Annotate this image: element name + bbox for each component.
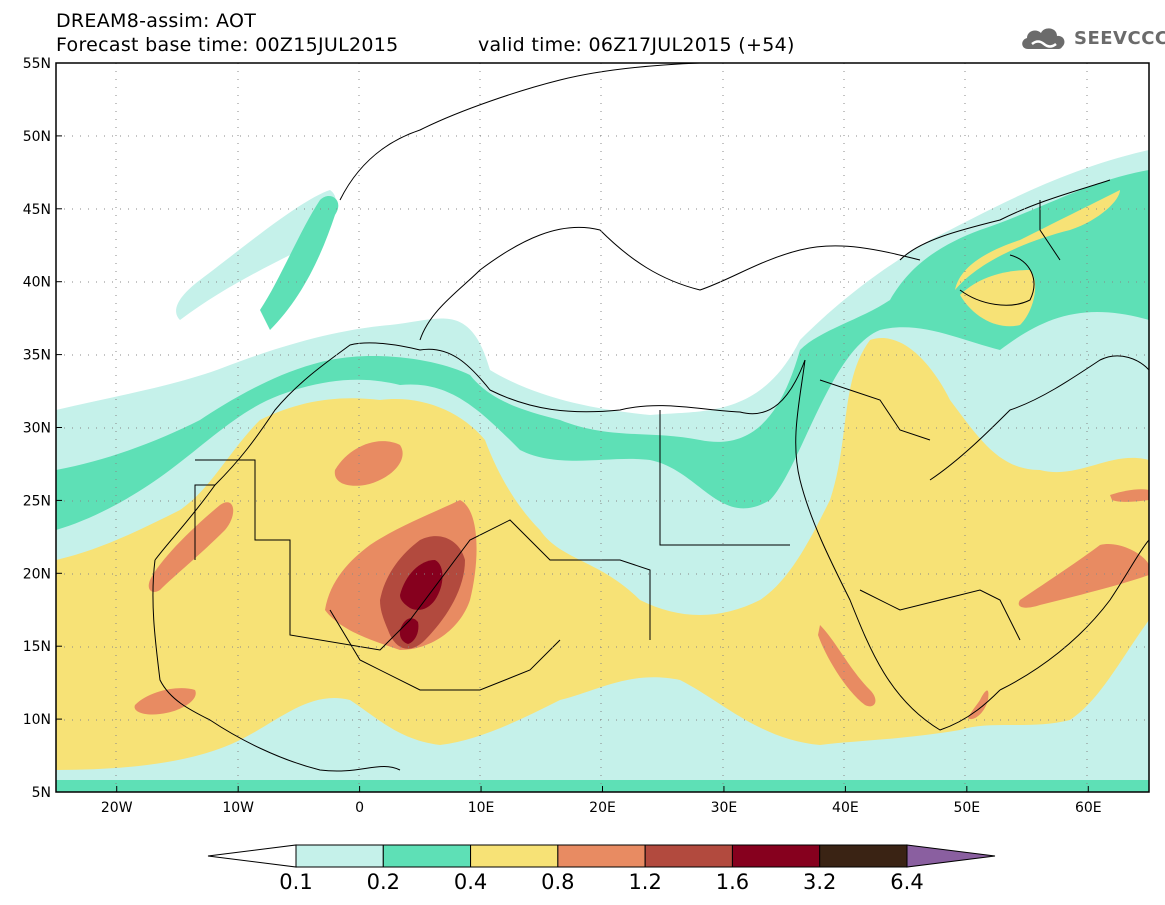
x-tick-label: 10W [222, 800, 254, 816]
x-tick-label: 50E [953, 800, 980, 816]
colorbar-label: 3.2 [803, 870, 836, 894]
colorbar-label: 1.6 [716, 870, 749, 894]
colorbar-label: 1.2 [628, 870, 661, 894]
y-tick-label: 5N [32, 785, 51, 801]
x-tick-label: 30E [711, 800, 738, 816]
aot-contour-0.2 [56, 170, 1149, 780]
colorbar-box [644, 844, 733, 868]
x-tick-label: 20E [589, 800, 616, 816]
cloud-icon [1022, 28, 1065, 49]
y-tick-label: 25N [23, 493, 51, 509]
y-tick-label: 10N [23, 712, 51, 728]
colorbar-label: 0.1 [279, 870, 312, 894]
colorbar-box [295, 844, 384, 868]
colorbar-label: 0.8 [541, 870, 574, 894]
x-tick-label: 0 [355, 800, 364, 816]
y-tick-label: 45N [23, 202, 51, 218]
x-tick-label: 60E [1075, 800, 1102, 816]
aot-field [56, 63, 1149, 792]
colorbar-label: 0.2 [367, 870, 400, 894]
colorbar-label: 0.4 [454, 870, 487, 894]
colorbar-box [731, 844, 821, 868]
logo-text: SEEVCCC [1074, 27, 1165, 49]
y-tick-label: 40N [23, 275, 51, 291]
colorbar-box [819, 844, 908, 868]
forecast-base-time: Forecast base time: 00Z15JUL2015 [56, 34, 399, 56]
x-tick-label: 40E [832, 800, 859, 816]
colorbar-box [382, 844, 472, 868]
y-tick-label: 55N [23, 56, 51, 72]
colorbar-box [557, 844, 646, 868]
chart-title: DREAM8-assim: AOT [56, 10, 257, 32]
valid-time: valid time: 06Z17JUL2015 (+54) [478, 34, 795, 56]
coastlines [152, 63, 1149, 772]
y-tick-label: 35N [23, 348, 51, 364]
colorbar-label: 6.4 [890, 870, 923, 894]
colorbar-over-triangle [906, 844, 996, 868]
aot-contour-1.6 [400, 560, 443, 610]
y-tick-label: 50N [23, 129, 51, 145]
y-tick-label: 20N [23, 566, 51, 582]
y-axis: 55N 50N 45N 40N 35N 30N 25N 20N 15N 10N 5N [23, 56, 62, 801]
seevccc-logo: SEEVCCC [1018, 22, 1165, 54]
aot-contour-0.4 [56, 338, 1149, 770]
colorbar-box [470, 844, 559, 868]
colorbar: 0.1 0.2 0.4 0.8 1.2 1.6 3.2 6.4 [207, 844, 996, 894]
x-tick-label: 20W [101, 800, 133, 816]
y-tick-label: 15N [23, 639, 51, 655]
x-tick-label: 10E [468, 800, 495, 816]
y-tick-label: 30N [23, 421, 51, 437]
colorbar-under-triangle [207, 844, 297, 868]
x-axis: 20W 10W 0 10E 20E 30E 40E 50E 60E [101, 786, 1102, 816]
